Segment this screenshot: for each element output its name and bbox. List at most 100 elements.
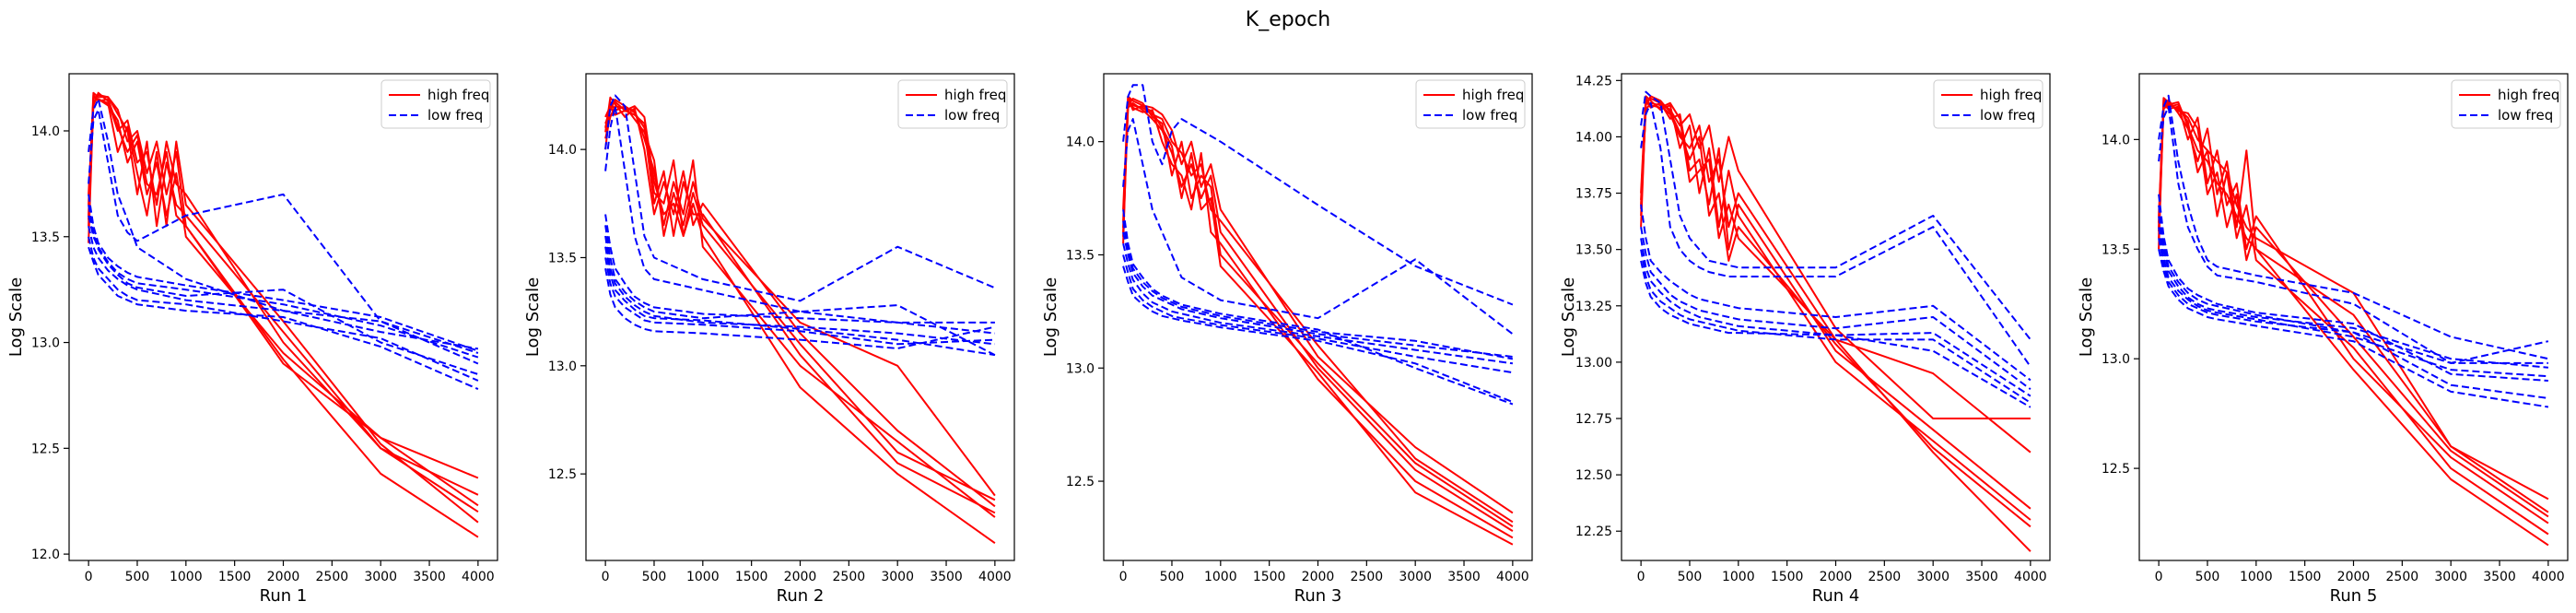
low-freq-line: [88, 98, 479, 350]
y-tick-label: 12.5: [2102, 462, 2130, 477]
series-group: [604, 94, 996, 545]
legend-label: low freq: [1980, 107, 2035, 124]
low-freq-line: [88, 226, 479, 365]
x-tick-label: 2000: [1820, 570, 1853, 584]
chart-panel-4: 0 500 1000 1500 2000 2500 3000 3500 4000 12.25 12.…: [1559, 73, 2051, 606]
y-tick-label: 14.00: [1575, 130, 1612, 145]
x-axis-label: Run 4: [1812, 586, 1860, 606]
x-tick-label: 500: [1678, 570, 1703, 584]
low-freq-line: [2158, 216, 2548, 369]
legend-label: low freq: [944, 107, 1000, 124]
low-freq-line: [1122, 265, 1514, 404]
y-tick-label: 12.5: [548, 467, 577, 482]
low-freq-line: [2158, 227, 2548, 378]
legend-box: [2451, 79, 2561, 129]
low-freq-line: [2158, 105, 2549, 364]
low-freq-line: [1122, 209, 1514, 406]
y-axis-label: Log Scale: [1041, 277, 1060, 357]
low-freq-line: [88, 194, 479, 352]
y-tick-label: 12.5: [1066, 475, 1095, 489]
x-tick-label: 2500: [316, 570, 349, 584]
x-tick-label: 1000: [170, 570, 203, 584]
low-freq-line: [2158, 205, 2548, 364]
low-freq-line: [1122, 254, 1514, 374]
x-tick-label: 1000: [686, 570, 720, 584]
legend-label: low freq: [1462, 107, 1517, 124]
low-freq-line: [1640, 90, 2032, 341]
chart-panel-5: 0 500 1000 1500 2000 2500 3000 3500 4000 12.5 13.0…: [2077, 73, 2569, 606]
x-tick-label: 3000: [1399, 570, 1432, 584]
series-group: [1640, 90, 2032, 552]
x-tick-label: 2000: [1302, 570, 1335, 584]
y-axis-label: Log Scale: [1559, 277, 1578, 357]
x-tick-label: 1000: [1204, 570, 1237, 584]
y-tick-label: 14.0: [31, 124, 60, 139]
high-freq-line: [604, 96, 996, 508]
y-tick-label: 13.0: [2102, 352, 2130, 367]
chart-panel-2: 0 500 1000 1500 2000 2500 3000 3500 4000 12.5 13.0…: [523, 73, 1015, 606]
x-tick-label: 0: [85, 570, 93, 584]
y-tick-label: 12.75: [1575, 412, 1612, 427]
low-freq-line: [604, 94, 996, 302]
low-freq-line: [1640, 249, 2032, 404]
high-freq-line: [1122, 101, 1514, 532]
x-tick-label: 1500: [2289, 570, 2322, 584]
series-group: [1122, 84, 1514, 546]
x-axis-label: Run 1: [260, 586, 308, 606]
x-axis-label: Run 3: [1294, 586, 1342, 606]
legend-label: low freq: [427, 107, 483, 124]
legend-label: low freq: [2498, 107, 2553, 124]
x-tick-label: 1000: [1722, 570, 1755, 584]
low-freq-line: [88, 109, 479, 354]
legend-label: high freq: [1980, 87, 2042, 103]
axes-frame: [585, 73, 1015, 561]
y-tick-label: 13.5: [548, 251, 577, 265]
legend-box: [1933, 79, 2043, 129]
high-freq-line: [1122, 98, 1514, 528]
legend-label: high freq: [1462, 87, 1524, 103]
figure-title: K_epoch: [1246, 8, 1330, 31]
x-tick-label: 3500: [1965, 570, 1998, 584]
low-freq-line: [1640, 260, 2032, 408]
y-tick-label: 14.0: [1066, 136, 1095, 150]
high-freq-line: [2158, 97, 2549, 518]
x-tick-label: 3000: [364, 570, 397, 584]
legend-label: high freq: [2498, 87, 2559, 103]
x-axis-label: Run 2: [777, 586, 825, 606]
low-freq-line: [604, 257, 995, 346]
axes-frame: [68, 73, 498, 561]
axes-frame: [2138, 73, 2569, 561]
low-freq-line: [1640, 238, 2032, 397]
y-tick-label: 12.5: [31, 442, 60, 456]
x-tick-label: 2500: [2386, 570, 2419, 584]
y-tick-label: 13.0: [548, 360, 577, 374]
chart-panel-3: 0 500 1000 1500 2000 2500 3000 3500 4000 12.5 13.0…: [1041, 73, 1533, 606]
y-tick-label: 14.25: [1575, 74, 1612, 88]
x-tick-label: 4000: [978, 570, 1012, 584]
low-freq-line: [604, 225, 996, 356]
x-tick-label: 0: [1637, 570, 1645, 584]
x-tick-label: 3500: [413, 570, 446, 584]
low-freq-line: [1122, 84, 1514, 306]
y-tick-label: 13.25: [1575, 300, 1612, 314]
legend-label: high freq: [944, 87, 1006, 103]
x-tick-label: 4000: [1496, 570, 1529, 584]
axes-frame: [1103, 73, 1533, 561]
y-tick-label: 12.0: [31, 548, 60, 562]
x-tick-label: 0: [2155, 570, 2163, 584]
low-freq-line: [604, 214, 996, 335]
low-freq-line: [2158, 194, 2548, 382]
y-tick-label: 13.75: [1575, 187, 1612, 202]
x-tick-label: 1500: [735, 570, 768, 584]
series-group: [2158, 94, 2549, 547]
low-freq-line: [1640, 227, 2032, 391]
y-tick-label: 13.5: [2102, 242, 2130, 257]
x-tick-label: 1500: [1253, 570, 1286, 584]
x-tick-label: 2000: [267, 570, 300, 584]
high-freq-line: [604, 100, 996, 501]
chart-panel-1: 0 500 1000 1500 2000 2500 3000 3500 4000 12.0 12.5…: [6, 73, 498, 606]
low-freq-line: [1122, 118, 1514, 336]
y-axis-label: Log Scale: [6, 277, 26, 357]
x-tick-label: 4000: [462, 570, 495, 584]
y-tick-label: 12.25: [1575, 525, 1612, 539]
